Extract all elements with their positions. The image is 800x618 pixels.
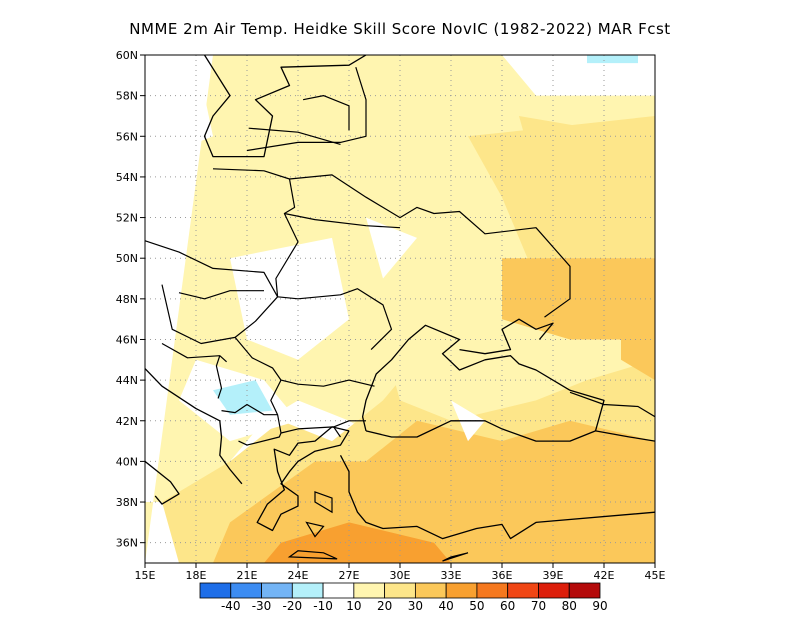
island-outline bbox=[305, 521, 325, 538]
coastline bbox=[361, 324, 605, 442]
country-border bbox=[221, 403, 278, 416]
country-border bbox=[178, 290, 264, 300]
x-tick-label: 30E bbox=[390, 569, 411, 582]
colorbar-label: 90 bbox=[592, 599, 607, 613]
skill-region-9 bbox=[366, 217, 417, 279]
country-border bbox=[302, 94, 350, 131]
colorbar-label: 80 bbox=[562, 599, 577, 613]
y-tick-label: 44N bbox=[116, 374, 138, 387]
colorbar: -40 -30 -20 -10 10 20 30 40 50 60 70 80 90 bbox=[199, 582, 608, 613]
x-tick-label: 15E bbox=[135, 569, 156, 582]
coastline bbox=[459, 318, 554, 355]
y-tick-label: 46N bbox=[116, 333, 138, 346]
x-tick-label: 42E bbox=[594, 569, 615, 582]
country-border bbox=[215, 355, 223, 399]
coastlines bbox=[145, 55, 655, 562]
country-border bbox=[145, 240, 393, 351]
y-tick-label: 56N bbox=[116, 130, 138, 143]
colorbar-label: -40 bbox=[221, 599, 241, 613]
x-tick-label: 39E bbox=[543, 569, 564, 582]
colorbar-swatch bbox=[445, 582, 478, 599]
skill-region-4 bbox=[264, 522, 451, 563]
y-tick-label: 48N bbox=[116, 293, 138, 306]
colorbar-swatch bbox=[322, 582, 355, 599]
colorbar-label: 60 bbox=[500, 599, 515, 613]
colorbar-swatch bbox=[230, 582, 262, 599]
colorbar-swatch bbox=[507, 582, 539, 599]
country-border bbox=[284, 212, 401, 229]
skill-region-7 bbox=[621, 319, 655, 381]
colorbar-swatch bbox=[291, 582, 324, 599]
colorbar-label: 70 bbox=[531, 599, 546, 613]
country-border bbox=[238, 432, 282, 446]
x-tick-label: 18E bbox=[186, 569, 207, 582]
x-tick-label: 33E bbox=[441, 569, 462, 582]
coastline bbox=[145, 339, 243, 485]
skill-region-14 bbox=[587, 55, 638, 64]
colorbar-swatch bbox=[538, 582, 570, 599]
colorbar-label: 30 bbox=[408, 599, 423, 613]
y-axis-ticks: 36N 38N 40N 42N 44N 46N 48N 50N 52N 54N 56N 58N 60N bbox=[116, 49, 145, 550]
colorbar-label: 20 bbox=[377, 599, 392, 613]
coastline bbox=[203, 55, 367, 158]
skill-regions bbox=[145, 55, 655, 563]
island-outline bbox=[287, 550, 338, 560]
country-border bbox=[161, 284, 279, 345]
x-tick-label: 24E bbox=[288, 569, 309, 582]
country-border bbox=[569, 391, 655, 418]
y-tick-label: 40N bbox=[116, 455, 138, 468]
colorbar-label: -30 bbox=[252, 599, 272, 613]
coastline bbox=[256, 426, 350, 532]
x-axis-ticks: 15E 18E 21E 24E 27E 30E 33E 36E 39E 42E 45E bbox=[135, 563, 666, 582]
x-tick-label: 45E bbox=[645, 569, 666, 582]
island-outline bbox=[314, 491, 333, 514]
y-tick-label: 36N bbox=[116, 537, 138, 550]
coastline bbox=[339, 454, 655, 540]
y-tick-label: 42N bbox=[116, 415, 138, 428]
skill-region-5 bbox=[383, 339, 570, 421]
colorbar-label: -10 bbox=[313, 599, 333, 613]
colorbar-label: 10 bbox=[346, 599, 361, 613]
country-border bbox=[246, 67, 367, 152]
x-tick-label: 21E bbox=[237, 569, 258, 582]
y-tick-label: 50N bbox=[116, 252, 138, 265]
y-tick-label: 38N bbox=[116, 496, 138, 509]
y-tick-label: 52N bbox=[116, 212, 138, 225]
coastline bbox=[145, 460, 180, 505]
colorbar-swatch bbox=[261, 582, 293, 599]
country-borders bbox=[145, 67, 655, 446]
skill-region-13 bbox=[213, 380, 273, 415]
colorbar-label: 50 bbox=[469, 599, 484, 613]
colorbar-swatch bbox=[353, 582, 386, 599]
colorbar-label: -20 bbox=[283, 599, 303, 613]
country-border bbox=[289, 174, 571, 318]
x-tick-label: 36E bbox=[492, 569, 513, 582]
colorbar-swatch bbox=[199, 582, 232, 599]
colorbar-label: 40 bbox=[439, 599, 454, 613]
colorbar-swatch bbox=[568, 582, 601, 599]
colorbar-swatch bbox=[384, 582, 416, 599]
y-tick-label: 60N bbox=[116, 49, 138, 62]
colorbar-swatch bbox=[414, 582, 447, 599]
skill-region-3 bbox=[213, 258, 655, 563]
skill-region-8 bbox=[230, 237, 349, 360]
country-border bbox=[212, 168, 299, 297]
y-tick-label: 58N bbox=[116, 90, 138, 103]
country-border bbox=[595, 430, 655, 442]
country-border bbox=[248, 127, 341, 145]
x-tick-label: 27E bbox=[339, 569, 360, 582]
y-tick-label: 54N bbox=[116, 171, 138, 184]
country-border bbox=[234, 337, 375, 387]
island-outline bbox=[442, 552, 469, 562]
country-border bbox=[333, 420, 366, 428]
map-title: NMME 2m Air Temp. Heidke Skill Score Nov… bbox=[129, 20, 671, 38]
colorbar-swatch bbox=[476, 582, 509, 599]
country-border bbox=[161, 342, 228, 363]
